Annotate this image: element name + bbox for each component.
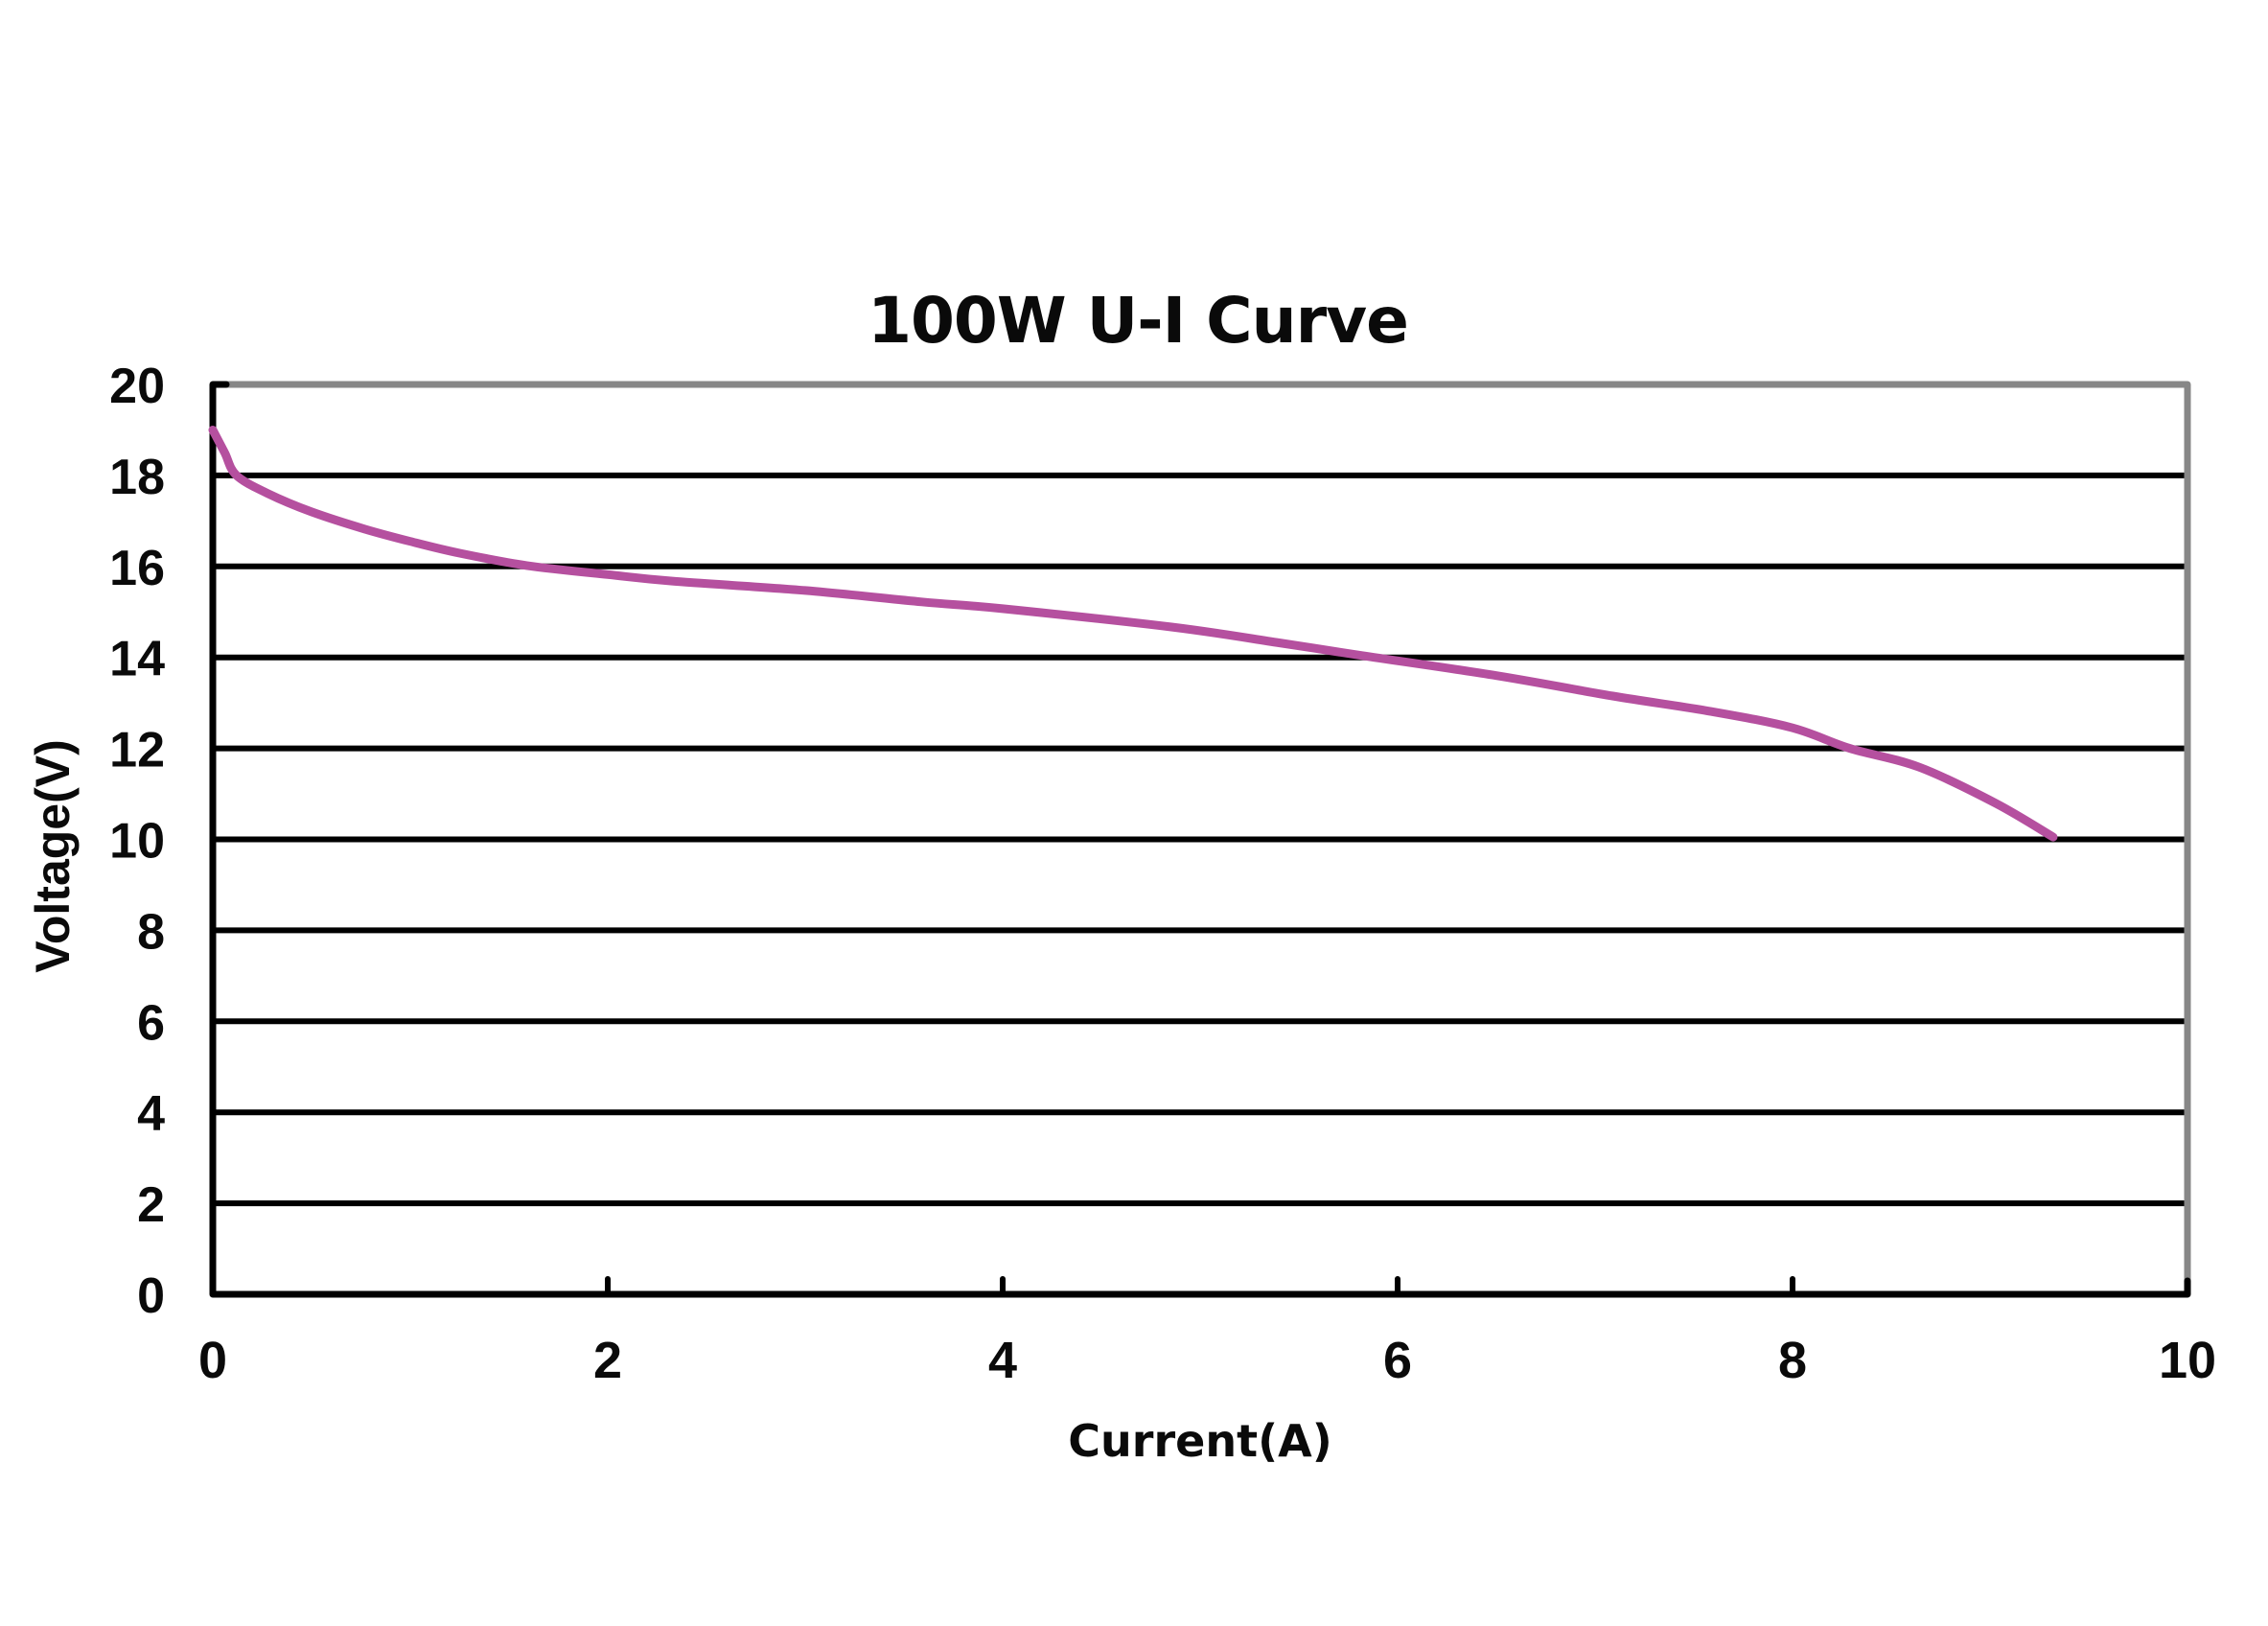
- y-tick-label: 8: [137, 904, 165, 960]
- gridlines: [213, 472, 2187, 1207]
- frame-border: [213, 381, 2191, 1294]
- x-tick-label: 2: [593, 1332, 622, 1389]
- y-tick-label: 18: [109, 450, 165, 505]
- x-tick-label: 4: [988, 1332, 1017, 1389]
- data-series: [208, 426, 2058, 842]
- y-tick-label: 16: [109, 541, 165, 596]
- y-axis-ticks: 0 2 4 6 8 10 12 14 16 18 20: [109, 359, 165, 1324]
- y-tick-label: 4: [137, 1086, 165, 1142]
- y-tick-label: 6: [137, 995, 165, 1051]
- y-tick-label: 20: [109, 359, 165, 414]
- x-tick-label: 10: [2159, 1332, 2216, 1389]
- y-tick-label: 2: [137, 1177, 165, 1233]
- x-tick-label: 6: [1383, 1332, 1412, 1389]
- u-i-curve-line: [208, 426, 2058, 842]
- y-tick-label: 10: [109, 814, 165, 870]
- axes: [209, 381, 2191, 1298]
- x-tick-label: 0: [198, 1332, 227, 1389]
- x-tick-label: 8: [1778, 1332, 1807, 1389]
- axis-lines: [209, 381, 2191, 1298]
- x-axis-ticks: 0 2 4 6 8 10: [198, 1276, 2216, 1389]
- y-tick-label: 14: [109, 632, 165, 687]
- chart-title: 100W U-I Curve: [868, 284, 1409, 358]
- y-tick-label: 12: [109, 723, 165, 778]
- y-tick-label: 0: [137, 1268, 165, 1324]
- x-axis-label: Current(A): [1068, 1415, 1332, 1467]
- plot-frame: [213, 381, 2191, 1294]
